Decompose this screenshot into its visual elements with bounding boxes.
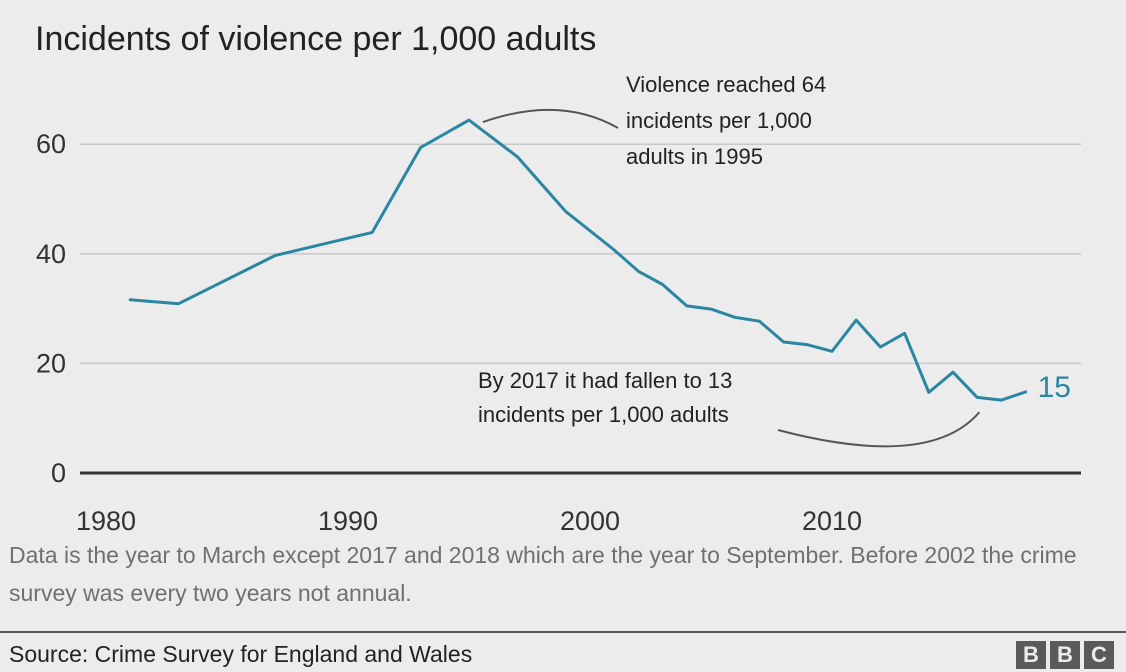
y-tick-label: 20: [36, 348, 66, 378]
chart-title: Incidents of violence per 1,000 adults: [35, 20, 596, 58]
annotation-connector: [777, 411, 981, 448]
bbc-logo-letter: B: [1050, 641, 1080, 669]
bbc-logo-letter: B: [1016, 641, 1046, 669]
annotations: Violence reached 64 incidents per 1,000 ad…: [478, 72, 981, 448]
x-tick-labels: 1980 1990 2000 2010: [76, 506, 862, 536]
footnote: Data is the year to March except 2017 an…: [9, 542, 1077, 606]
y-tick-label: 60: [36, 129, 66, 159]
x-tick-label: 1990: [318, 506, 378, 536]
x-tick-label: 1980: [76, 506, 136, 536]
annotation-text: adults in 1995: [626, 144, 763, 169]
annotation-text: Violence reached 64: [626, 72, 826, 97]
y-tick-label: 40: [36, 239, 66, 269]
end-value-label: 15: [1038, 371, 1071, 404]
source-text: Source: Crime Survey for England and Wal…: [9, 641, 473, 667]
y-tick-label: 0: [51, 458, 66, 488]
annotation-connector: [482, 108, 619, 129]
bbc-logo-letter: C: [1084, 641, 1114, 669]
x-tick-label: 2010: [802, 506, 862, 536]
gridlines: [80, 143, 1081, 475]
series-line: [128, 118, 1028, 402]
annotation-text: By 2017 it had fallen to 13: [478, 368, 732, 393]
y-tick-labels: 0 20 40 60: [36, 129, 66, 488]
series-layer: 15: [128, 118, 1071, 404]
line-chart: Incidents of violence per 1,000 adults 0…: [35, 20, 1081, 536]
x-tick-label: 2000: [560, 506, 620, 536]
annotation-text: incidents per 1,000: [626, 108, 812, 133]
annotation-text: incidents per 1,000 adults: [478, 402, 729, 427]
divider: [0, 631, 1126, 633]
bbc-logo: B B C: [1016, 641, 1114, 669]
